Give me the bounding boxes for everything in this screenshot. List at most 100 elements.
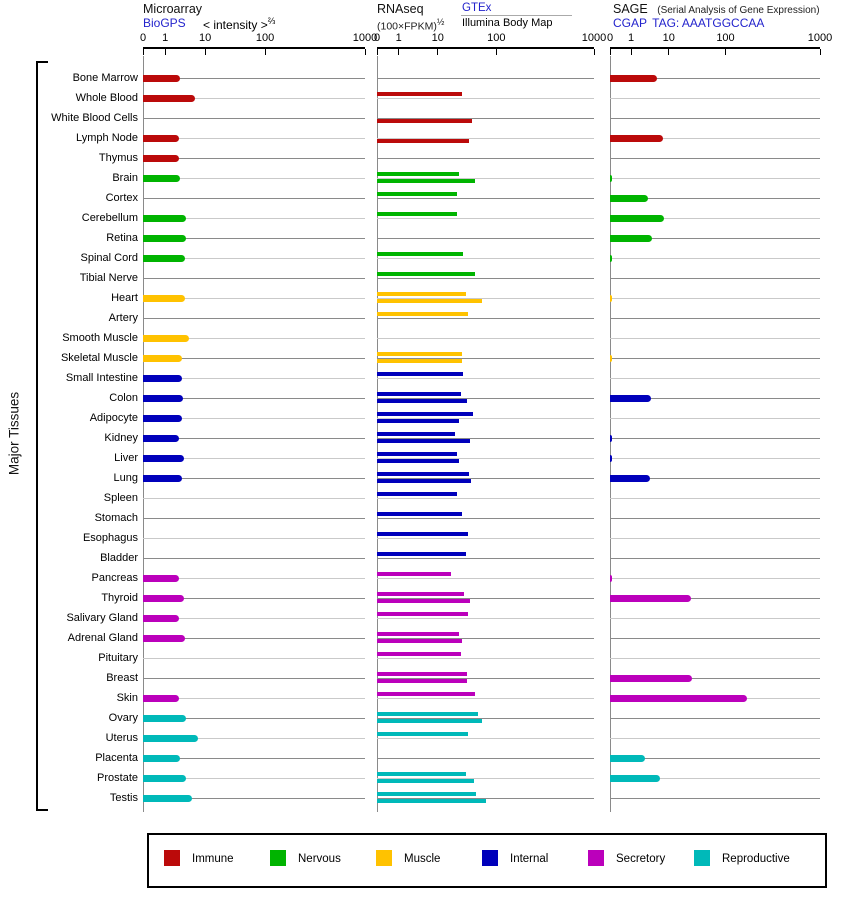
bar-microarray-liver: [143, 454, 184, 462]
rnaseq-measure: (100×FPKM)½: [377, 17, 445, 33]
row-axis-line-microarray-thymus: [143, 158, 365, 159]
legend-swatch-reproductive: [694, 850, 710, 866]
bar-sage-colon: [610, 394, 652, 402]
row-axis-line-microarray-adipocyte: [143, 418, 365, 419]
bar-microarray-prostate: [143, 774, 187, 782]
tissue-label-pancreas: Pancreas: [91, 572, 138, 584]
bar-sage-breast: [610, 674, 693, 682]
row-axis-line-microarray-bone-marrow: [143, 78, 365, 79]
row-axis-line-sage-whole-blood: [610, 98, 820, 99]
biogps-link[interactable]: BioGPS: [143, 16, 186, 30]
row-axis-line-rnaseq-small-intestine: [377, 378, 594, 379]
row-axis-line-microarray-tibial-nerve: [143, 278, 365, 279]
microarray-measure: < intensity >⅔: [203, 16, 276, 32]
row-axis-line-sage-adrenal-gland: [610, 638, 820, 639]
tissue-label-pituitary: Pituitary: [98, 652, 138, 664]
bar-sage-spinal-cord: [610, 254, 613, 262]
row-axis-line-microarray-lymph-node: [143, 138, 365, 139]
row-axis-line-microarray-ovary: [143, 718, 365, 719]
bar-rnaseq-illumina-adipocyte: [377, 419, 459, 423]
row-axis-line-microarray-pancreas: [143, 578, 365, 579]
row-axis-line-rnaseq-thyroid: [377, 598, 594, 599]
legend-swatch-internal: [482, 850, 498, 866]
bar-sage-prostate: [610, 774, 660, 782]
bar-rnaseq-gtex-small-intestine: [377, 372, 464, 376]
row-axis-line-rnaseq-whole-blood: [377, 98, 594, 99]
row-axis-line-sage-esophagus: [610, 538, 820, 539]
bar-microarray-lung: [143, 474, 182, 482]
row-axis-line-sage-colon: [610, 398, 820, 399]
bar-microarray-placenta: [143, 754, 181, 762]
axis-spine-microarray: [143, 56, 144, 812]
row-axis-line-sage-prostate: [610, 778, 820, 779]
tissue-label-thymus: Thymus: [98, 152, 138, 164]
tissue-label-ovary: Ovary: [108, 712, 138, 724]
bar-microarray-lymph-node: [143, 134, 179, 142]
bar-rnaseq-gtex-adrenal-gland: [377, 632, 459, 636]
row-axis-line-microarray-breast: [143, 678, 365, 679]
bar-sage-cortex: [610, 194, 648, 202]
bar-sage-bone-marrow: [610, 74, 657, 82]
row-axis-line-rnaseq-spleen: [377, 498, 594, 499]
row-axis-line-sage-placenta: [610, 758, 820, 759]
tissue-label-cerebellum: Cerebellum: [81, 212, 138, 224]
row-axis-line-microarray-skin: [143, 698, 365, 699]
tissue-label-spinal-cord: Spinal Cord: [80, 252, 138, 264]
bar-rnaseq-illumina-breast: [377, 679, 468, 683]
bar-sage-kidney: [610, 434, 612, 442]
sage-source: CGAP TAG: AAATGGCCAA: [613, 16, 764, 30]
tick-label-rnaseq-0: 0: [373, 32, 381, 44]
tick-mark-rnaseq-1: [398, 49, 400, 55]
tick-label-microarray-1: 1: [162, 32, 169, 44]
bar-rnaseq-gtex-bladder: [377, 552, 467, 556]
row-axis-line-microarray-cortex: [143, 198, 365, 199]
bar-microarray-skin: [143, 694, 179, 702]
tick-label-microarray-0: 0: [139, 32, 147, 44]
row-axis-line-sage-liver: [610, 458, 820, 459]
row-axis-line-rnaseq-heart: [377, 298, 594, 299]
row-axis-line-rnaseq-adrenal-gland: [377, 638, 594, 639]
row-axis-line-rnaseq-pituitary: [377, 658, 594, 659]
tick-label-sage-100: 100: [716, 32, 735, 44]
bar-rnaseq-gtex-pancreas: [377, 572, 452, 576]
row-axis-line-microarray-esophagus: [143, 538, 365, 539]
row-axis-line-microarray-small-intestine: [143, 378, 365, 379]
bar-microarray-uterus: [143, 734, 198, 742]
row-axis-line-rnaseq-stomach: [377, 518, 594, 519]
tissue-label-prostate: Prostate: [97, 772, 138, 784]
bar-rnaseq-gtex-colon: [377, 392, 461, 396]
bar-microarray-kidney: [143, 434, 179, 442]
bar-sage-lymph-node: [610, 134, 664, 142]
bar-rnaseq-illumina-skeletal-muscle: [377, 359, 463, 363]
row-axis-line-sage-thymus: [610, 158, 820, 159]
bar-rnaseq-gtex-spinal-cord: [377, 252, 464, 256]
row-axis-line-rnaseq-colon: [377, 398, 594, 399]
row-axis-line-microarray-prostate: [143, 778, 365, 779]
tissue-label-artery: Artery: [108, 312, 138, 324]
tick-label-sage-0: 0: [606, 32, 614, 44]
row-axis-line-rnaseq-bone-marrow: [377, 78, 594, 79]
bar-sage-skin: [610, 694, 747, 702]
gtex-link[interactable]: GTEx: [462, 2, 492, 14]
bar-rnaseq-illumina-white-blood-cells: [377, 119, 472, 123]
row-axis-line-rnaseq-thymus: [377, 158, 594, 159]
bar-rnaseq-gtex-adipocyte: [377, 412, 474, 416]
row-axis-line-rnaseq-smooth-muscle: [377, 338, 594, 339]
bar-rnaseq-illumina-prostate: [377, 779, 474, 783]
tick-mark-microarray-100: [264, 49, 266, 55]
cgap-link[interactable]: CGAP: [613, 16, 647, 30]
bar-rnaseq-gtex-skeletal-muscle: [377, 352, 462, 356]
bar-microarray-skeletal-muscle: [143, 354, 183, 362]
tissue-label-spleen: Spleen: [103, 492, 138, 504]
row-axis-line-sage-kidney: [610, 438, 820, 439]
row-axis-line-microarray-testis: [143, 798, 365, 799]
tissue-label-kidney: Kidney: [104, 432, 138, 444]
row-axis-line-sage-cortex: [610, 198, 820, 199]
row-axis-line-microarray-liver: [143, 458, 365, 459]
bar-rnaseq-illumina-ovary: [377, 719, 483, 723]
bar-microarray-salivary-gland: [143, 614, 179, 622]
row-axis-line-microarray-whole-blood: [143, 98, 365, 99]
sage-tag[interactable]: TAG: AAATGGCCAA: [652, 16, 765, 30]
row-axis-line-rnaseq-placenta: [377, 758, 594, 759]
row-axis-line-sage-salivary-gland: [610, 618, 820, 619]
